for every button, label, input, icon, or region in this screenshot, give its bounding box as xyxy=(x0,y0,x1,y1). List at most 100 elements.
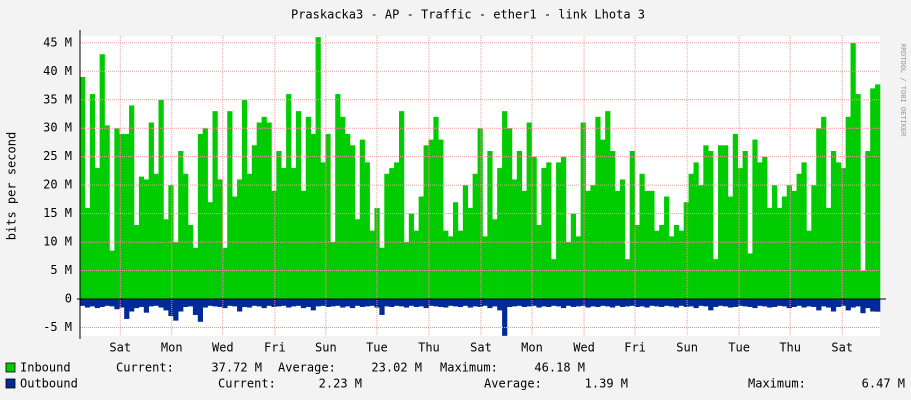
bar xyxy=(472,298,478,307)
bar xyxy=(698,185,704,299)
bar xyxy=(305,298,311,307)
bar xyxy=(551,298,557,306)
x-tick-label: Tue xyxy=(366,341,388,355)
bar xyxy=(183,173,189,299)
bar xyxy=(678,230,684,299)
bar xyxy=(266,122,272,299)
bar xyxy=(870,88,876,299)
bar xyxy=(614,190,621,299)
bar xyxy=(364,298,370,307)
bar xyxy=(340,298,346,308)
bar xyxy=(394,298,400,306)
legend-label: Outbound xyxy=(20,377,78,391)
bar xyxy=(855,94,861,299)
bar xyxy=(315,298,321,307)
bar xyxy=(536,298,542,308)
bar xyxy=(315,37,321,299)
bar xyxy=(605,298,611,307)
bar xyxy=(153,173,159,299)
bar xyxy=(389,298,395,307)
bar xyxy=(281,168,287,299)
bar xyxy=(482,236,488,299)
bar xyxy=(251,298,257,306)
bar xyxy=(163,298,169,311)
bar xyxy=(796,173,802,299)
bar xyxy=(399,298,405,307)
bar xyxy=(624,259,630,299)
y-axis-label: bits per second xyxy=(5,132,19,240)
bar xyxy=(418,298,424,307)
bar xyxy=(438,298,444,307)
bar xyxy=(413,230,419,299)
bar xyxy=(197,133,203,299)
bar xyxy=(722,298,729,307)
bar xyxy=(389,168,395,299)
legend-stat-label: Maximum: xyxy=(440,361,498,375)
bar xyxy=(536,224,542,299)
bar xyxy=(855,298,861,307)
bar xyxy=(300,190,307,299)
bar xyxy=(806,230,812,299)
bar xyxy=(840,168,846,299)
bar xyxy=(683,202,689,299)
bar xyxy=(718,298,724,306)
bar xyxy=(237,298,243,312)
bar xyxy=(683,298,689,307)
bar xyxy=(752,139,758,299)
bar xyxy=(320,298,326,306)
x-tick-label: Tue xyxy=(728,341,750,355)
bar xyxy=(310,298,316,311)
bar xyxy=(369,298,375,306)
bar xyxy=(570,213,577,299)
bar xyxy=(443,298,449,308)
bar xyxy=(659,298,665,307)
bar xyxy=(767,298,773,308)
bar xyxy=(467,207,473,299)
bar xyxy=(295,111,302,299)
bar xyxy=(781,196,788,299)
bar xyxy=(222,298,228,309)
y-tick-label: 40 M xyxy=(43,64,72,78)
bar xyxy=(845,116,851,299)
bar xyxy=(129,105,135,299)
bar xyxy=(767,207,773,299)
bar xyxy=(551,259,557,299)
bar xyxy=(526,298,532,307)
bar xyxy=(580,122,586,299)
bar xyxy=(109,250,115,299)
bar xyxy=(256,298,262,307)
bar xyxy=(222,247,228,299)
bar xyxy=(345,133,351,299)
bar xyxy=(821,116,827,299)
bar xyxy=(875,298,881,312)
bar xyxy=(364,162,370,299)
bar xyxy=(762,298,768,307)
x-tick-label: Sat xyxy=(470,341,492,355)
bar xyxy=(801,162,807,299)
bar xyxy=(502,111,508,299)
bar xyxy=(624,298,630,307)
bar xyxy=(634,298,640,307)
bar xyxy=(541,168,547,299)
legend-value: 6.47 M xyxy=(862,377,905,391)
bar xyxy=(374,298,380,308)
bar xyxy=(276,298,282,307)
bar xyxy=(865,150,871,299)
bar xyxy=(143,179,150,299)
y-tick-label: 10 M xyxy=(43,235,72,249)
bar xyxy=(438,139,444,299)
bar xyxy=(246,298,253,308)
bar xyxy=(187,224,194,299)
bar xyxy=(516,298,523,306)
bar xyxy=(354,298,361,306)
bar xyxy=(600,139,606,299)
bar xyxy=(281,298,287,306)
bar xyxy=(634,224,640,299)
bar xyxy=(207,298,213,306)
bar xyxy=(688,173,694,299)
bar xyxy=(187,298,194,307)
bar xyxy=(698,298,704,306)
bar xyxy=(227,111,233,299)
bar xyxy=(384,298,390,307)
bar xyxy=(217,298,223,307)
